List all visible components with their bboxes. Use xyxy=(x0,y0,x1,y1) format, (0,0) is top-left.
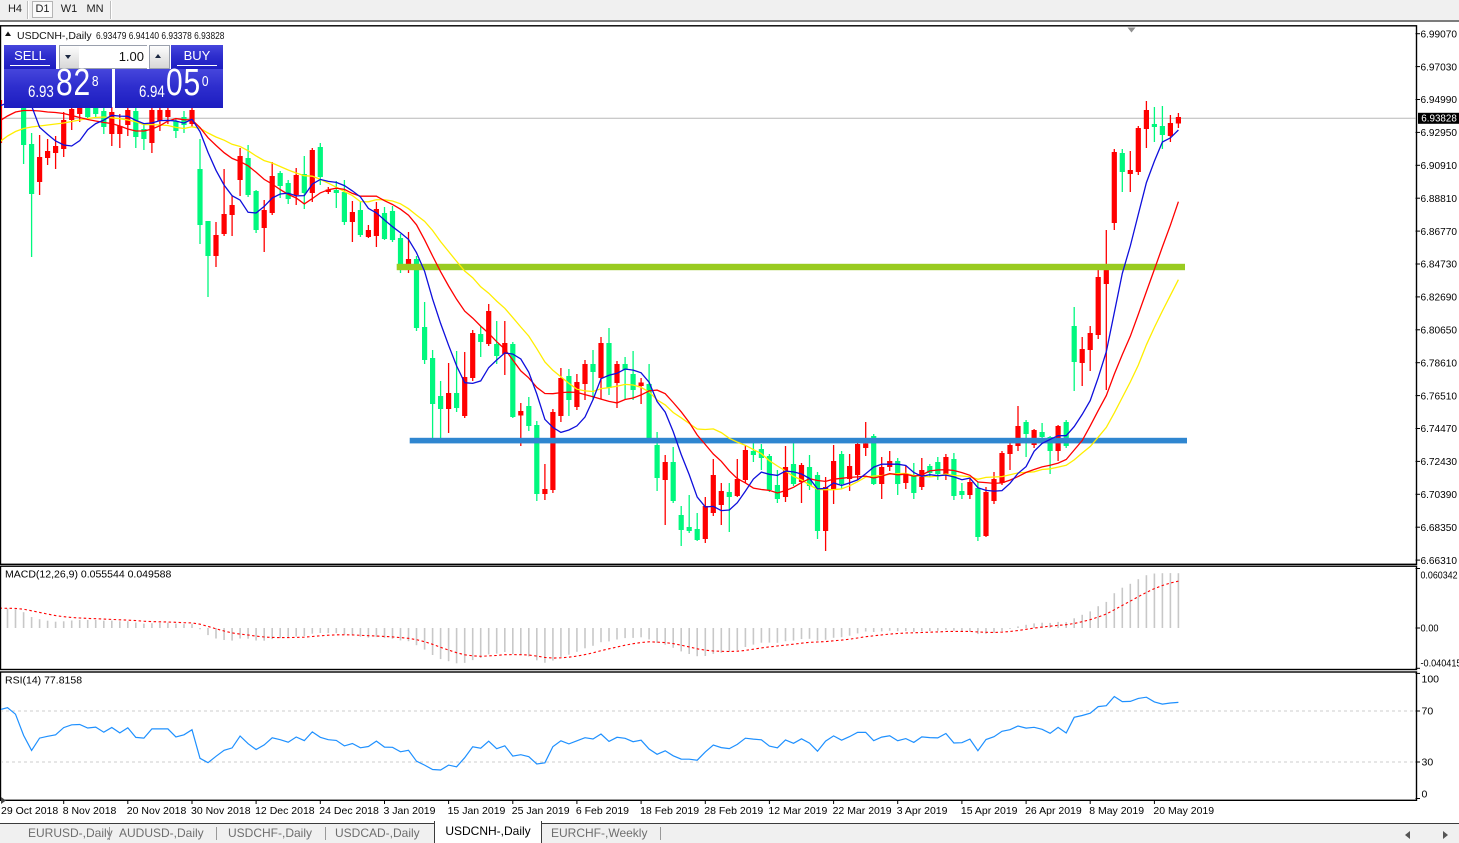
svg-text:12 Dec 2018: 12 Dec 2018 xyxy=(255,805,315,817)
svg-text:-0.040415: -0.040415 xyxy=(1421,658,1459,670)
svg-text:29 Oct 2018: 29 Oct 2018 xyxy=(1,805,58,817)
svg-text:MACD(12,26,9) 0.055544 0.04958: MACD(12,26,9) 0.055544 0.049588 xyxy=(5,569,172,581)
svg-text:8 May 2019: 8 May 2019 xyxy=(1089,805,1144,817)
svg-text:0: 0 xyxy=(1422,789,1428,801)
svg-text:20 Nov 2018: 20 Nov 2018 xyxy=(127,805,187,817)
svg-text:3 Apr 2019: 3 Apr 2019 xyxy=(897,805,948,817)
svg-text:6.78610: 6.78610 xyxy=(1421,357,1458,369)
svg-text:70: 70 xyxy=(1422,706,1434,718)
svg-text:6.74470: 6.74470 xyxy=(1421,423,1458,435)
svg-text:30: 30 xyxy=(1422,757,1434,769)
svg-text:6.86770: 6.86770 xyxy=(1421,226,1458,238)
svg-text:0.060342: 0.060342 xyxy=(1421,570,1458,582)
svg-text:30 Nov 2018: 30 Nov 2018 xyxy=(191,805,251,817)
svg-text:6.90910: 6.90910 xyxy=(1421,160,1458,172)
svg-text:18 Feb 2019: 18 Feb 2019 xyxy=(640,805,699,817)
svg-text:6.68350: 6.68350 xyxy=(1421,522,1458,534)
svg-text:6.70390: 6.70390 xyxy=(1421,489,1458,501)
svg-text:26 Apr 2019: 26 Apr 2019 xyxy=(1025,805,1082,817)
svg-text:28 Feb 2019: 28 Feb 2019 xyxy=(704,805,763,817)
svg-text:6.94990: 6.94990 xyxy=(1421,94,1458,106)
svg-text:6 Feb 2019: 6 Feb 2019 xyxy=(576,805,629,817)
svg-text:0.00: 0.00 xyxy=(1421,623,1439,635)
svg-text:6.66310: 6.66310 xyxy=(1421,555,1458,567)
svg-text:6.88810: 6.88810 xyxy=(1421,193,1458,205)
svg-text:22 Mar 2019: 22 Mar 2019 xyxy=(833,805,892,817)
svg-text:6.84730: 6.84730 xyxy=(1421,259,1458,271)
svg-text:3 Jan 2019: 3 Jan 2019 xyxy=(384,805,436,817)
svg-text:6.99070: 6.99070 xyxy=(1421,28,1458,40)
svg-text:8 Nov 2018: 8 Nov 2018 xyxy=(63,805,117,817)
svg-text:RSI(14) 77.8158: RSI(14) 77.8158 xyxy=(5,675,82,687)
svg-text:15 Apr 2019: 15 Apr 2019 xyxy=(961,805,1018,817)
svg-text:6.97030: 6.97030 xyxy=(1421,61,1458,73)
svg-text:15 Jan 2019: 15 Jan 2019 xyxy=(448,805,506,817)
svg-text:6.80650: 6.80650 xyxy=(1421,325,1458,337)
svg-text:6.82690: 6.82690 xyxy=(1421,292,1458,304)
svg-text:25 Jan 2019: 25 Jan 2019 xyxy=(512,805,570,817)
svg-text:12 Mar 2019: 12 Mar 2019 xyxy=(768,805,827,817)
svg-text:6.93828: 6.93828 xyxy=(1421,113,1457,125)
svg-text:6.76510: 6.76510 xyxy=(1421,390,1458,402)
svg-text:20 May 2019: 20 May 2019 xyxy=(1153,805,1214,817)
svg-text:6.72430: 6.72430 xyxy=(1421,456,1458,468)
svg-text:6.92950: 6.92950 xyxy=(1421,127,1458,139)
svg-text:24 Dec 2018: 24 Dec 2018 xyxy=(319,805,379,817)
svg-text:100: 100 xyxy=(1422,674,1440,686)
